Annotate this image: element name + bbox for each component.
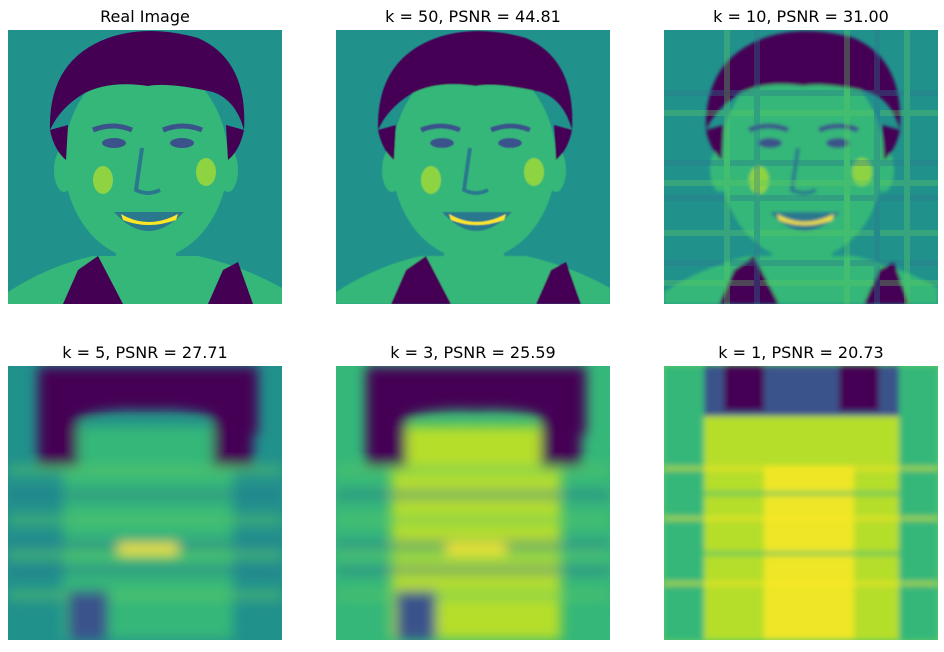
panel-title: k = 3, PSNR = 25.59 <box>390 343 556 362</box>
panel-k1: k = 1, PSNR = 20.73 <box>664 340 938 640</box>
face-image-k10 <box>664 30 938 304</box>
face-image-k3 <box>336 366 610 640</box>
panel-title: Real Image <box>100 7 190 26</box>
panel-k5: k = 5, PSNR = 27.71 <box>8 340 282 640</box>
face-image-original <box>8 30 282 304</box>
panel-k3: k = 3, PSNR = 25.59 <box>336 340 610 640</box>
panel-k10: k = 10, PSNR = 31.00 <box>664 4 938 304</box>
face-image-k1 <box>664 366 938 640</box>
panel-real-image: Real Image <box>8 4 282 304</box>
panel-title: k = 1, PSNR = 20.73 <box>718 343 884 362</box>
face-image-k5 <box>8 366 282 640</box>
panel-k50: k = 50, PSNR = 44.81 <box>336 4 610 304</box>
panel-title: k = 50, PSNR = 44.81 <box>385 7 561 26</box>
panel-title: k = 5, PSNR = 27.71 <box>62 343 228 362</box>
face-image-k50 <box>336 30 610 304</box>
panel-title: k = 10, PSNR = 31.00 <box>713 7 889 26</box>
